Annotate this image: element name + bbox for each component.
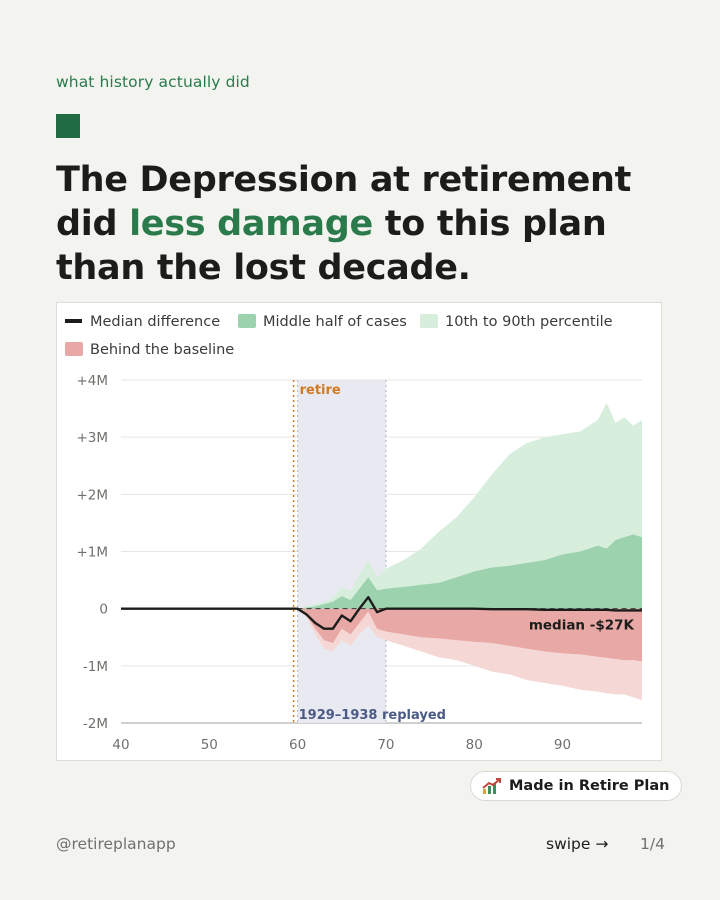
made-in-badge[interactable]: Made in Retire Plan <box>470 771 683 801</box>
legend-label-middle: Middle half of cases <box>263 314 407 330</box>
x-tick-label: 40 <box>112 737 129 753</box>
y-tick-label: +1M <box>76 545 108 561</box>
chart-card: Median difference Middle half of cases 10t… <box>56 302 662 761</box>
legend-label-behind: Behind the baseline <box>90 342 234 358</box>
x-tick-label: 70 <box>377 737 394 753</box>
median-label: median -$27K <box>529 618 635 634</box>
x-tick-label: 80 <box>466 737 483 753</box>
y-tick-label: +4M <box>76 373 108 389</box>
legend-swatch-behind <box>65 342 83 356</box>
headline: The Depression at retirement did less da… <box>56 158 676 290</box>
y-tick-label: -2M <box>83 716 108 732</box>
y-tick-label: -1M <box>83 659 108 675</box>
headline-accent: less damage <box>129 204 373 244</box>
headline-part-2: to this plan than the lost decade. <box>56 204 607 288</box>
x-tick-label: 90 <box>554 737 571 753</box>
y-tick-label: 0 <box>99 602 108 618</box>
x-tick-label: 50 <box>201 737 218 753</box>
legend-label-outer: 10th to 90th percentile <box>445 314 613 330</box>
median-line <box>121 596 642 630</box>
legend-label-line: Median difference <box>90 314 220 330</box>
band-p25-behind <box>297 608 642 662</box>
replay-shade <box>297 380 386 723</box>
chart-svg: Median difference Middle half of cases 10t… <box>65 314 642 753</box>
replay-label: 1929–1938 replayed <box>299 708 446 723</box>
headline-part-1: The Depression at retirement did <box>56 160 632 244</box>
legend-swatch-outer <box>420 314 438 328</box>
page-indicator: 1/4 <box>640 835 665 853</box>
y-tick-label: +3M <box>76 430 108 446</box>
legend-swatch-middle <box>238 314 256 328</box>
social-handle[interactable]: @retireplanapp <box>56 835 176 853</box>
accent-square <box>56 114 80 138</box>
kicker: what history actually did <box>56 73 250 91</box>
retire-label: retire <box>300 383 341 398</box>
x-tick-label: 60 <box>289 737 306 753</box>
made-in-badge-label: Made in Retire Plan <box>509 778 670 794</box>
y-tick-label: +2M <box>76 487 108 503</box>
chart-rising-icon <box>482 778 501 794</box>
swipe-hint[interactable]: swipe → <box>546 835 609 853</box>
band-p75-above <box>297 534 642 609</box>
legend-swatch-median <box>65 319 82 323</box>
